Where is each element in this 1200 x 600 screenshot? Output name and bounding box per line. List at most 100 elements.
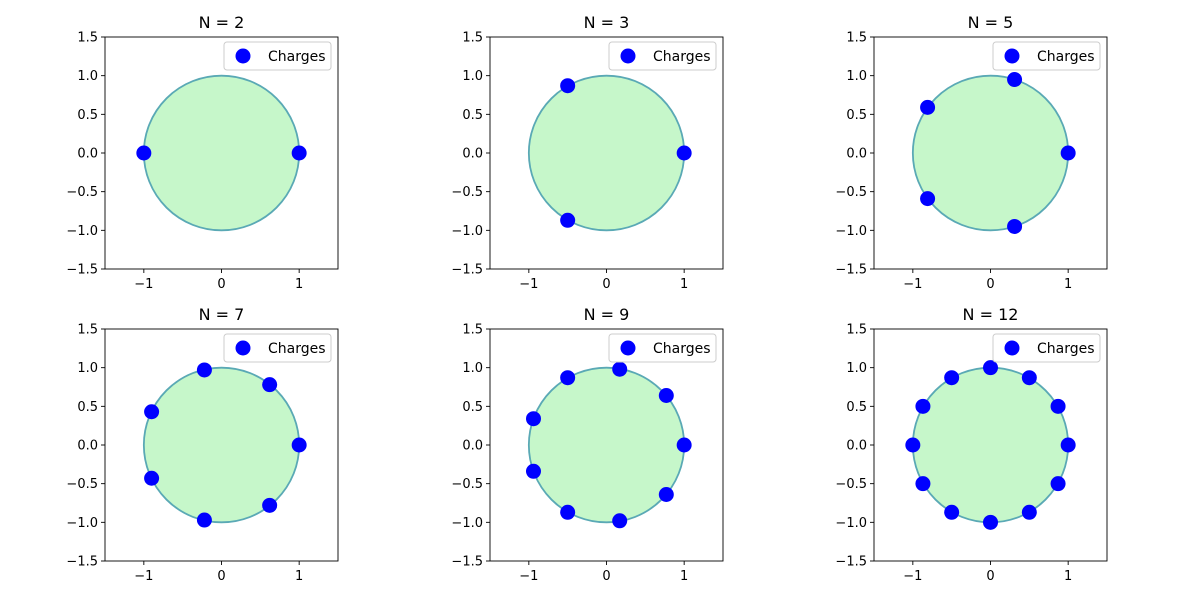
charge-point [560,504,576,520]
legend: Charges [608,41,717,71]
y-tick-label: 1.5 [846,31,867,46]
unit-circle [527,74,686,232]
y-tick-label: 1.5 [846,323,867,338]
y-tick-label: 0.5 [462,108,483,123]
charge-point [291,145,307,161]
legend: Charges [608,333,717,363]
x-tick-label: 1 [1064,569,1072,584]
subplot-title: N = 3 [584,13,630,32]
charge-point [262,377,278,393]
charge-point [983,514,998,530]
x-tick-label: 1 [295,277,303,292]
legend-label: Charges [268,341,326,357]
charge-point [1060,145,1076,161]
y-tick-label: −1.0 [66,224,98,239]
legend-label: Charges [1037,341,1095,357]
unit-circle [911,74,1070,232]
legend: Charges [992,41,1101,71]
x-tick-label: −1 [134,277,153,292]
x-tick-label: 1 [680,569,688,584]
plot-area [136,74,307,232]
plot-area [525,361,692,529]
y-tick-label: 0.0 [77,439,98,454]
y-tick-label: −1.5 [451,263,483,278]
y-tick-label: −0.5 [66,477,98,492]
y-tick-label: 1.0 [846,69,867,84]
y-tick-label: −1.5 [835,555,867,570]
unit-circle [911,366,1070,524]
y-tick-label: −1.5 [66,263,98,278]
legend-box [608,333,717,363]
charge-point [612,361,628,377]
y-tick-label: 1.0 [846,361,867,376]
y-tick-label: −1.5 [835,263,867,278]
subplot-title: N = 5 [968,13,1014,32]
y-tick-label: 1.5 [77,323,98,338]
y-tick-label: 0.0 [846,439,867,454]
y-tick-label: 0.5 [846,400,867,415]
charge-point [560,370,576,386]
y-tick-label: −0.5 [451,185,483,200]
subplot-4: N = 7 −1 0 1 −1.5 −1.0 −0.5 0.0 0.5 1.0 1.5 Charges [66,305,339,584]
x-tick-label: 0 [602,277,610,292]
legend-box [223,41,332,71]
charge-point [1050,476,1066,492]
y-tick-label: −1.0 [451,516,483,531]
plot-area [905,360,1076,530]
unit-circle [142,366,301,524]
subplot-3: N = 5 −1 0 1 −1.5 −1.0 −0.5 0.0 0.5 1.0 1.5 Charges [835,13,1108,292]
legend-label: Charges [268,49,326,65]
charge-point [915,398,931,414]
charge-point [612,513,628,529]
y-tick-label: 1.0 [462,361,483,376]
charge-point [144,470,160,486]
y-tick-label: −1.0 [835,224,867,239]
y-tick-label: −1.5 [66,555,98,570]
legend-box [608,41,717,71]
x-tick-label: 1 [1064,277,1072,292]
legend: Charges [223,41,332,71]
subplot-1: N = 2 −1 0 1 −1.5 −1.0 −0.5 0.0 0.5 1.0 1.5 Charges [66,13,339,292]
unit-circle [142,74,301,232]
charge-point [944,370,960,386]
charge-point [915,476,931,492]
subplot-title: N = 12 [963,305,1019,324]
legend-label: Charges [1037,49,1095,65]
charge-point [1007,218,1023,234]
y-tick-label: −1.0 [66,516,98,531]
legend-marker [620,48,636,64]
x-tick-label: 0 [217,277,225,292]
y-tick-label: −0.5 [451,477,483,492]
y-tick-label: 1.5 [462,323,483,338]
y-tick-label: 0.5 [77,108,98,123]
charge-point [944,504,960,520]
subplot-6: N = 12 −1 0 1 −1.5 −1.0 −0.5 0.0 0.5 1.0 1.5 Charge… [835,305,1108,584]
charge-point [560,212,576,228]
y-tick-label: 1.0 [77,69,98,84]
subplot-title: N = 9 [584,305,630,324]
y-tick-label: 0.0 [462,147,483,162]
plot-area [911,72,1076,234]
x-tick-label: 0 [602,569,610,584]
x-tick-label: 0 [217,569,225,584]
charge-point [983,360,998,376]
x-tick-label: −1 [903,277,922,292]
y-tick-label: −1.0 [835,516,867,531]
charge-point [136,145,152,161]
y-tick-label: 0.0 [462,439,483,454]
charge-point [525,463,541,479]
charge-point [1007,72,1023,88]
charge-point [560,78,576,94]
x-tick-label: 0 [986,277,994,292]
x-tick-label: 1 [680,277,688,292]
legend-label: Charges [653,49,711,65]
legend-label: Charges [653,341,711,357]
x-tick-label: −1 [134,569,153,584]
y-tick-label: 0.5 [462,400,483,415]
charge-point [196,512,212,528]
y-tick-label: −1.0 [451,224,483,239]
y-tick-label: 0.0 [77,147,98,162]
legend: Charges [223,333,332,363]
charge-point [262,497,278,513]
